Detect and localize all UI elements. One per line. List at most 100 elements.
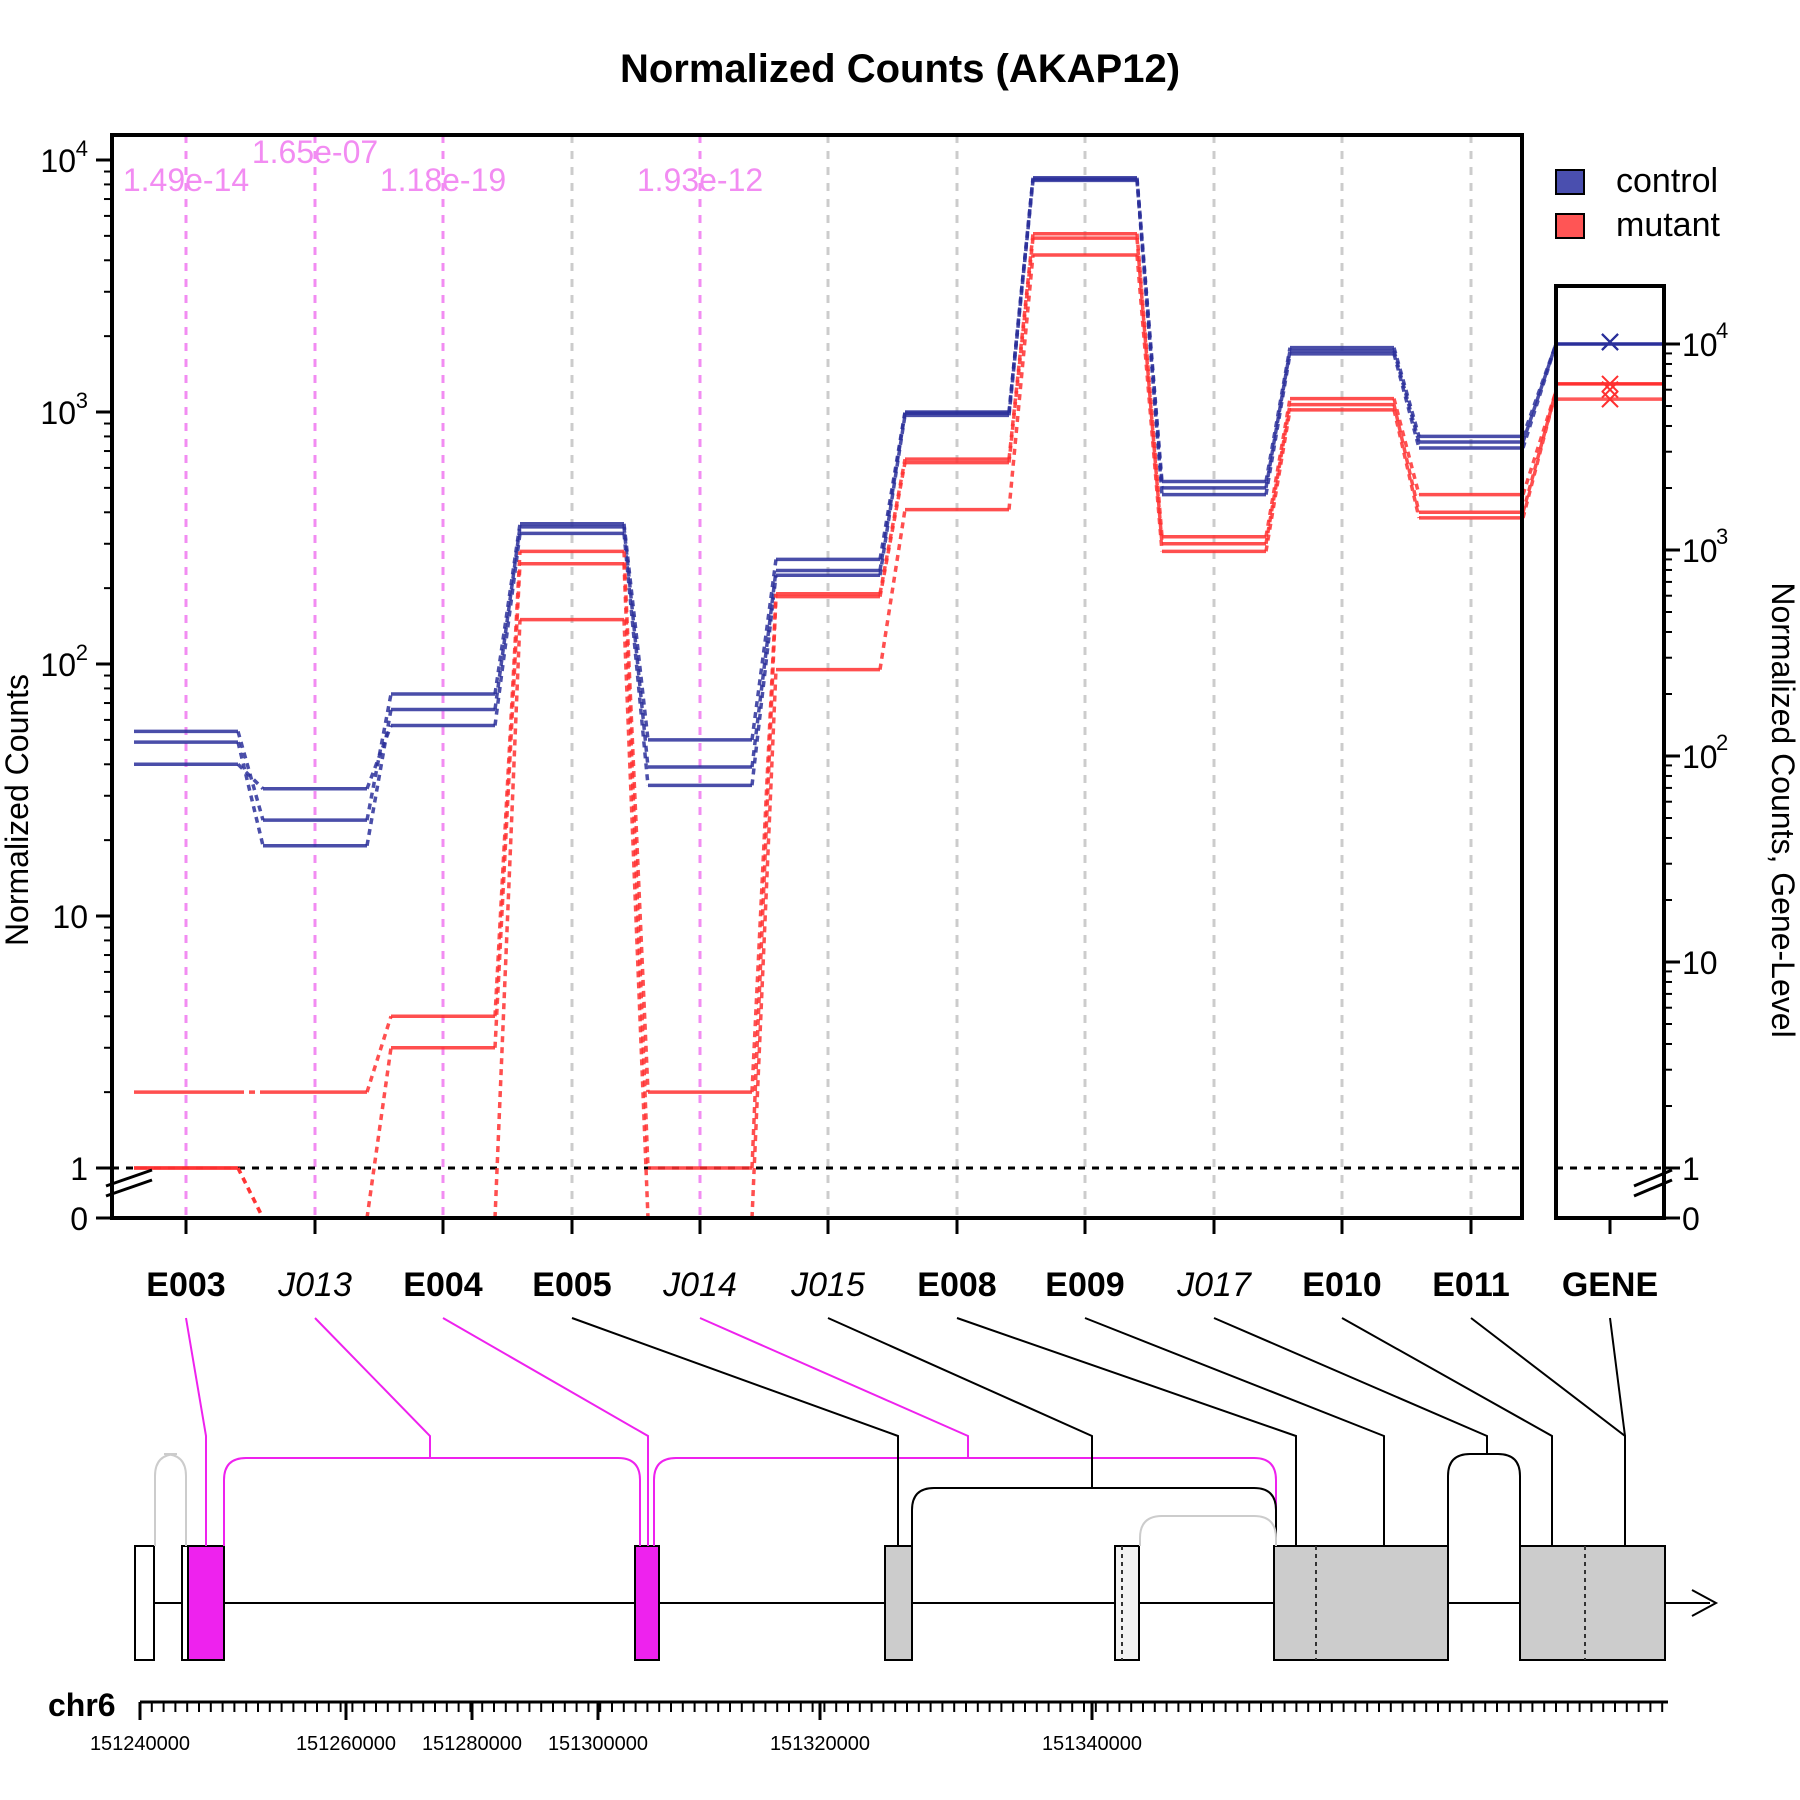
feature-connector	[1084, 1317, 1385, 1546]
count-connector-mutant	[1264, 409, 1292, 552]
count-connector-mutant	[750, 596, 778, 1169]
junction-arc-J017	[1447, 1453, 1521, 1546]
count-connector-control	[750, 570, 778, 768]
count-connector-mutant	[1392, 398, 1421, 496]
feature-label-J017: J017	[1176, 1266, 1252, 1304]
legend-swatch-mutant	[1555, 213, 1585, 239]
feature-connector	[185, 1317, 207, 1546]
count-connector-control	[365, 724, 393, 790]
count-connector-control	[1264, 353, 1292, 495]
legend-label-control: control	[1616, 162, 1718, 200]
pvalue-label: 1.18e-19	[380, 162, 506, 198]
feature-label-E008: E008	[917, 1266, 996, 1304]
y-right-tick-exponent: 4	[1716, 318, 1728, 343]
feature-label-E011: E011	[1432, 1266, 1510, 1304]
count-connector-mutant	[1392, 404, 1421, 513]
count-connector-mutant	[1007, 254, 1035, 510]
feature-connector	[571, 1317, 899, 1546]
count-connector-mutant	[1392, 409, 1421, 519]
junction-arc-J015	[911, 1487, 1277, 1546]
pvalue-label: 1.49e-14	[123, 162, 249, 198]
legend: control mutant	[1555, 162, 1720, 244]
strand-arrow-icon	[1691, 1589, 1719, 1617]
gene-point-mutant	[1601, 375, 1619, 393]
count-connector-control	[878, 412, 907, 571]
genomic-tick-label: 151340000	[1042, 1733, 1142, 1755]
count-connector-mutant	[493, 619, 522, 1219]
y-tick-exponent: 4	[76, 136, 88, 161]
y-tick-exponent: 2	[76, 640, 88, 665]
y-right-tick-label: 10	[1682, 327, 1718, 363]
feature-connector	[1213, 1317, 1488, 1454]
gene-model-track: 151240000 151260000 151280000 151300000 1513…	[90, 1317, 1719, 1755]
count-connector-mutant	[750, 669, 778, 1219]
y-right-tick-label: 10	[1682, 945, 1718, 981]
feature-label-E003: E003	[146, 1266, 225, 1304]
feature-label-J015: J015	[790, 1266, 865, 1304]
axis-break	[1633, 1178, 1673, 1198]
legend-swatch-control	[1555, 169, 1585, 195]
exon-box	[1273, 1545, 1449, 1661]
gene-point-mutant	[1601, 390, 1619, 408]
axis-break	[105, 1168, 153, 1188]
count-connector-control	[750, 575, 778, 786]
count-connector-control	[1392, 353, 1421, 449]
y-tick-label: 1	[70, 1151, 88, 1187]
y-right-tick-exponent: 2	[1716, 730, 1728, 755]
count-connector-control	[878, 415, 907, 576]
count-connector-control	[622, 533, 650, 786]
feature-label-gene: GENE	[1562, 1266, 1658, 1304]
genomic-tick-label: 151300000	[548, 1733, 648, 1755]
feature-connector	[956, 1317, 1297, 1546]
feature-connector	[1341, 1317, 1553, 1546]
y-tick-label: 10	[40, 143, 76, 179]
y-tick-label: 0	[70, 1201, 88, 1237]
exon-box	[1114, 1545, 1140, 1661]
y-right-tick-label: 10	[1682, 739, 1718, 775]
y-axis-label: Normalized Counts	[0, 674, 35, 946]
y-axis-label-right: Normalized Counts, Gene-Level	[1765, 582, 1800, 1037]
count-connector-mutant	[236, 1167, 265, 1219]
feature-connector	[314, 1317, 431, 1458]
y-tick-exponent: 3	[76, 388, 88, 413]
y-right-tick-exponent: 3	[1716, 524, 1728, 549]
y-tick-label: 10	[40, 647, 76, 683]
legend-label-mutant: mutant	[1616, 206, 1720, 244]
count-connector-mutant	[365, 1047, 393, 1219]
junction-arc-J014	[653, 1457, 1277, 1546]
count-connector-mutant	[1135, 237, 1164, 544]
count-connector-mutant	[878, 509, 907, 670]
y-right-tick-label: 10	[1682, 533, 1718, 569]
count-connector-mutant	[1135, 254, 1164, 552]
y-right-tick-label: 0	[1682, 1201, 1700, 1237]
y-tick-label: 10	[52, 899, 88, 935]
exon-box	[884, 1545, 913, 1661]
count-connector-mutant	[493, 563, 522, 1048]
feature-connector	[827, 1317, 1093, 1488]
feature-label-J013: J013	[277, 1266, 352, 1304]
count-connector-mutant	[622, 619, 650, 1219]
feature-label-J014: J014	[662, 1266, 737, 1304]
junction-arc	[154, 1453, 187, 1546]
junction-arc	[1139, 1515, 1277, 1546]
count-connector-mutant	[1007, 237, 1035, 463]
y-tick-label: 10	[40, 395, 76, 431]
axis-break	[1633, 1168, 1673, 1188]
junction-arc-J013	[223, 1457, 641, 1546]
count-connector-mutant	[622, 563, 650, 1169]
plot-frame	[110, 133, 1524, 1220]
feature-label-E009: E009	[1045, 1266, 1124, 1304]
count-connector-control	[1135, 180, 1164, 495]
count-connector-mutant	[365, 1015, 393, 1093]
chart-title: Normalized Counts (AKAP12)	[620, 47, 1180, 91]
count-connector-control	[622, 526, 650, 768]
pvalue-label: 1.65e-07	[252, 134, 378, 170]
pvalue-label: 1.93e-12	[637, 162, 763, 198]
axis-break	[105, 1178, 153, 1198]
genomic-tick-label: 151260000	[296, 1733, 396, 1755]
exon-box	[134, 1545, 155, 1661]
feature-connector	[1470, 1317, 1626, 1546]
